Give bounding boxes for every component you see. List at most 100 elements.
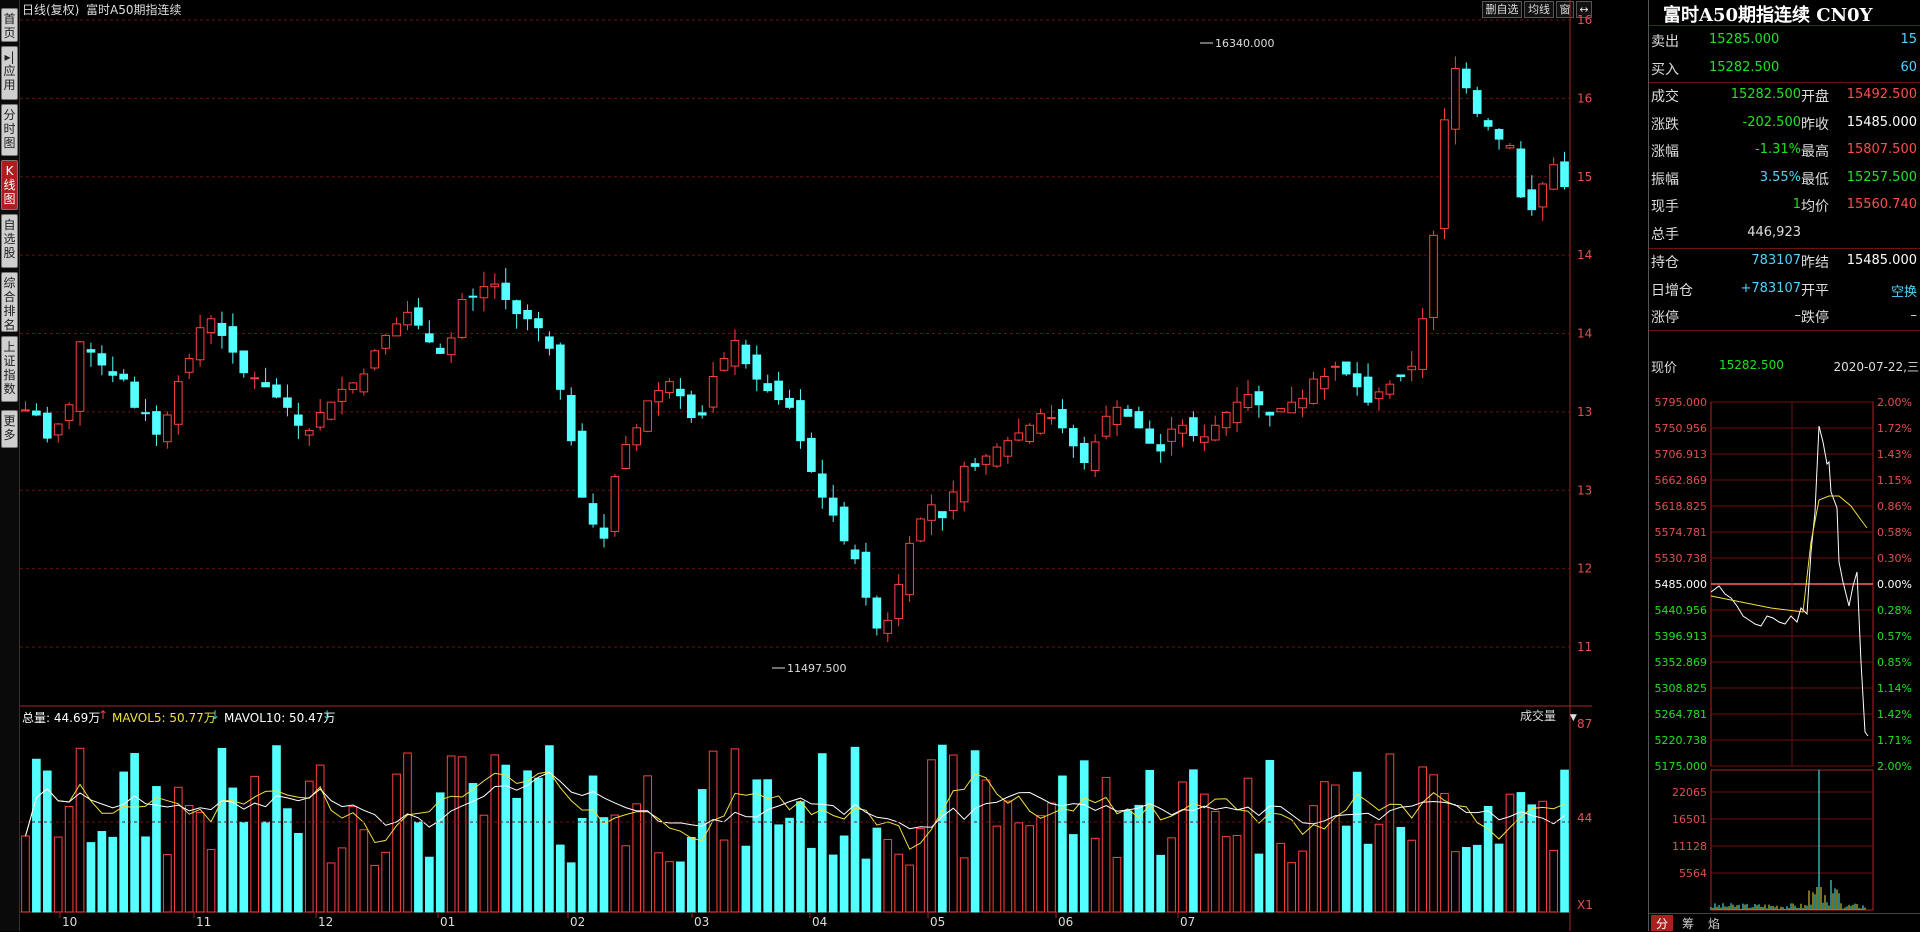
candle-body [425, 333, 434, 343]
volume-bar [1134, 804, 1144, 913]
candle-body [665, 381, 674, 394]
sidebar-tab-1[interactable]: ▸|应用 [1, 46, 18, 100]
sidebar-tab-6[interactable]: 上证指数 [1, 336, 18, 402]
month-label: 02 [570, 915, 585, 929]
candle-body [697, 412, 707, 416]
volume-bar [1560, 769, 1569, 913]
volume-bar [1210, 810, 1220, 913]
candle-body [555, 344, 565, 390]
chart-mode-label[interactable]: 日线(复权) [22, 3, 80, 17]
sidebar-tab-5[interactable]: 综合排名 [1, 272, 18, 332]
volume-bar [1058, 775, 1067, 913]
volume-bar [1494, 843, 1504, 913]
candle-body [370, 350, 380, 369]
kline-chart[interactable]: 16609.02 16013.79 15418.57 14815.50 14220.28… [20, 0, 1592, 931]
volume-bar [566, 862, 576, 913]
volume-bar [315, 764, 325, 913]
volume-bar [1189, 769, 1198, 913]
candle-body [1265, 411, 1275, 416]
volume-bar [228, 787, 238, 913]
volume-bar [1276, 842, 1286, 913]
expand-icon[interactable]: ↔ [1576, 1, 1592, 18]
volume-bar [807, 847, 816, 913]
volume-bar [654, 852, 663, 913]
quote-value: – [1794, 308, 1802, 323]
intraday-pct-label: 0.86% [1877, 500, 1912, 513]
candle-body [446, 337, 456, 356]
volume-bar [86, 842, 96, 913]
quote-date: 2020-07-22,三 [1833, 360, 1919, 374]
volume-bar [894, 853, 904, 913]
price-axis-label: 14815.50 [1577, 248, 1592, 262]
quote-label: 开盘 [1801, 89, 1829, 105]
volume-bar [1123, 810, 1133, 913]
volume-indicator-dropdown[interactable]: 成交量 ▼ [1520, 707, 1592, 725]
sidebar-tab-7[interactable]: 更多 [1, 410, 18, 448]
price-axis-label: 13029.82 [1577, 483, 1592, 497]
volume-bar [970, 750, 980, 913]
month-label: 03 [694, 915, 709, 929]
candle-body [938, 511, 947, 519]
month-label: 05 [930, 915, 945, 929]
intraday-price-label: 5662.869 [1655, 474, 1708, 487]
sidebar-tab-3[interactable]: K线图 [1, 160, 18, 210]
candle-body [1451, 67, 1460, 130]
volume-bar [261, 821, 270, 913]
candle-body [796, 400, 805, 442]
candle-body [337, 388, 347, 402]
tab-chips[interactable]: 筹 [1681, 917, 1694, 931]
volume-bar [217, 747, 227, 913]
candle-body [872, 597, 882, 629]
candle-body [272, 384, 281, 398]
tab-flame[interactable]: 焰 [1707, 917, 1720, 931]
sidebar-tab-0[interactable]: 首页 [1, 8, 18, 42]
intraday-pct-label: 0.85% [1877, 656, 1912, 669]
ma-toggle-button[interactable]: 均线 [1524, 1, 1554, 18]
volume-bar [610, 814, 620, 913]
remove-watchlist-button[interactable]: 删自选 [1482, 1, 1522, 18]
volume-bar [479, 814, 489, 913]
sidebar-tab-4[interactable]: 自选股 [1, 214, 18, 268]
buy-label: 买入 [1651, 62, 1679, 78]
candle-body [1276, 408, 1286, 413]
candle-body [1309, 378, 1318, 404]
volume-bar [534, 777, 543, 913]
tab-timeshare[interactable]: 分 [1651, 915, 1673, 931]
candle-body [1232, 401, 1242, 424]
candle-body [250, 377, 260, 380]
month-label: 12 [318, 915, 333, 929]
volume-bar [1254, 853, 1264, 913]
volume-bar [828, 854, 838, 913]
volume-ma5-label: MAVOL5: 50.77万 [112, 711, 216, 725]
candle-body [632, 427, 642, 446]
volume-bar [850, 746, 860, 913]
intraday-chart[interactable]: 5795.000 2.00% 5750.956 1.72% 5706.913 1.43% 5… [1649, 390, 1920, 921]
volume-bar [1221, 836, 1231, 913]
quote-label: 涨跌 [1651, 116, 1679, 133]
quote-value: 15257.500 [1846, 169, 1917, 185]
candle-body [708, 376, 718, 408]
candle-body [730, 340, 740, 367]
candle-body [1112, 406, 1122, 425]
intraday-price-line [1710, 425, 1869, 737]
volume-bar [119, 771, 129, 913]
candle-body [21, 409, 30, 412]
candle-body [239, 350, 249, 374]
candle-body [970, 463, 980, 467]
volume-ma5-line [25, 771, 1565, 850]
candle-body [163, 414, 172, 443]
volume-bar [555, 844, 565, 913]
candle-body [97, 353, 107, 366]
volume-bar [1461, 847, 1471, 913]
sidebar-tab-2[interactable]: 分时图 [1, 104, 18, 156]
quote-value: -202.500 [1742, 114, 1801, 130]
quote-label: 最高 [1801, 144, 1829, 160]
candle-body [588, 503, 598, 525]
high-price-annotation: 16340.000 [1215, 37, 1275, 50]
volume-bar [763, 779, 773, 913]
volume-bar [326, 862, 336, 913]
volume-bar [425, 856, 434, 913]
volume-bar [304, 780, 314, 913]
candle-body [42, 412, 52, 439]
volume-bar [1298, 850, 1307, 913]
